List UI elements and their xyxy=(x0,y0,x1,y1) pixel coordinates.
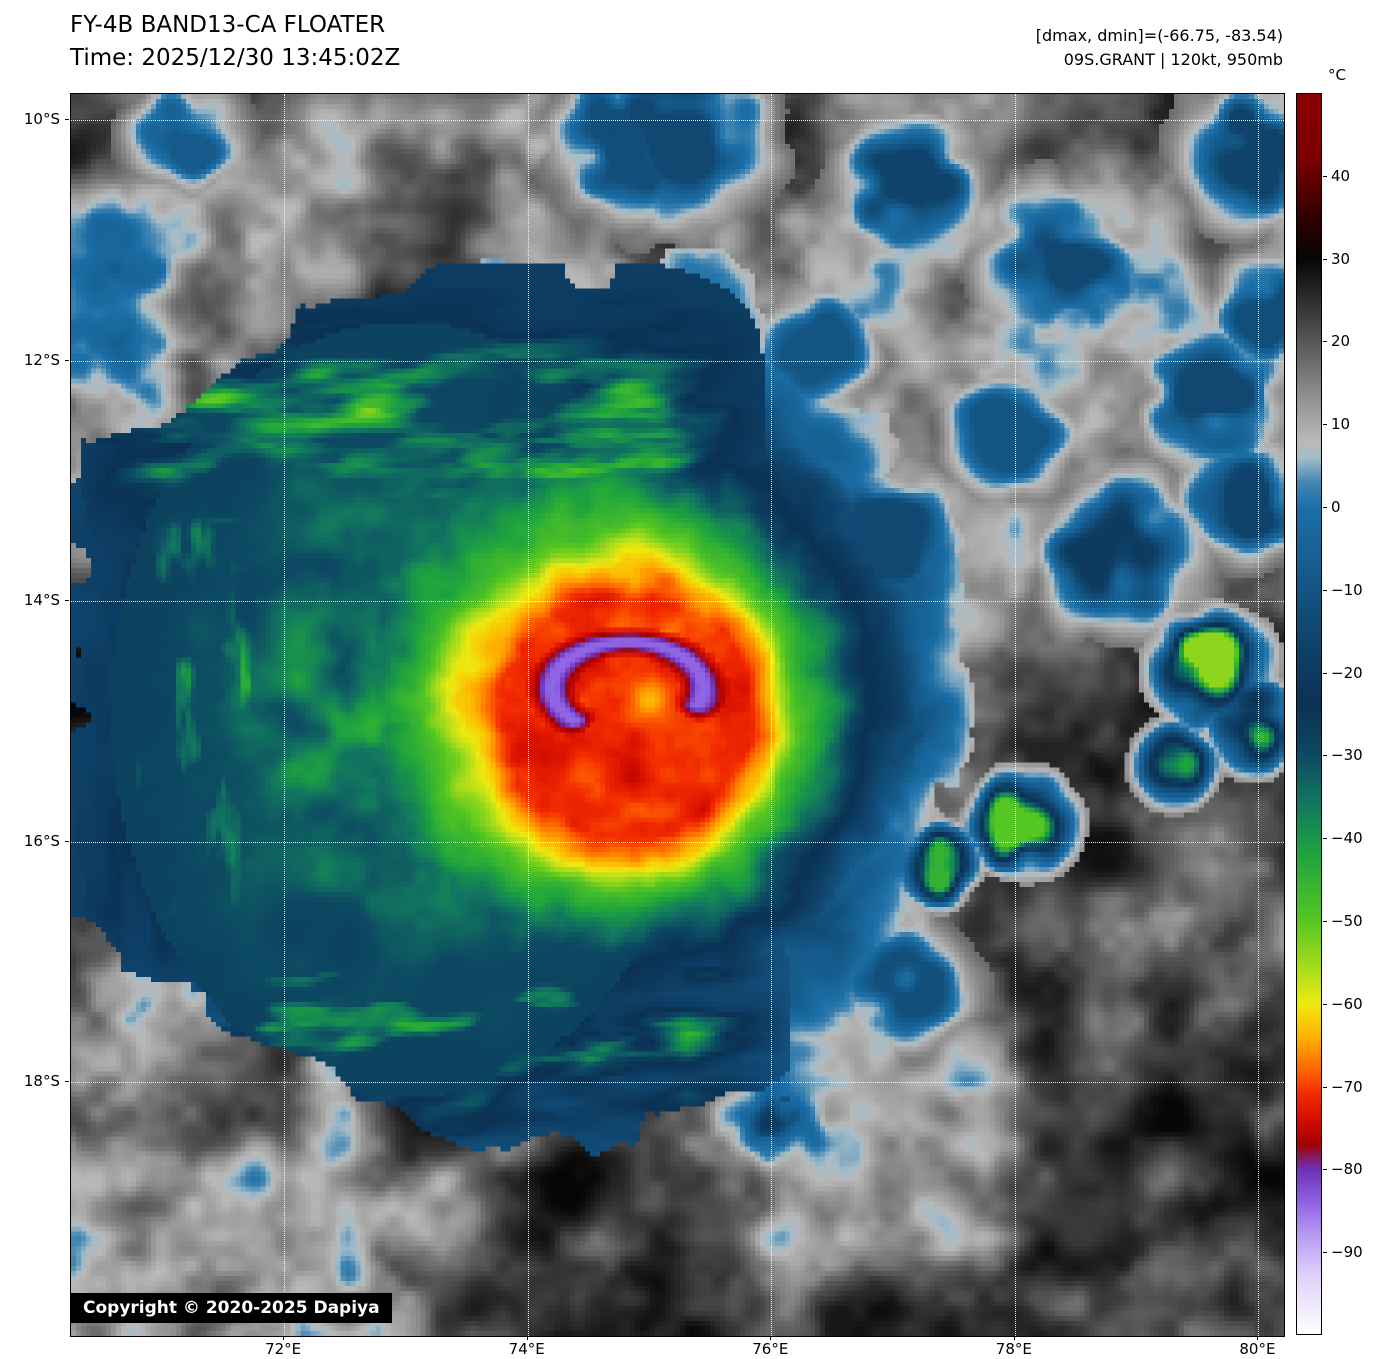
copyright-badge: Copyright © 2020-2025 Dapiya xyxy=(71,1293,392,1323)
map-axes: Copyright © 2020-2025 Dapiya 72°E 74°E 76°… xyxy=(24,93,1285,1358)
colorbar-tick-label: −20 xyxy=(1331,663,1363,682)
axis-tick xyxy=(65,1081,69,1083)
colorbar-tick xyxy=(1323,838,1327,840)
page-title: FY-4B BAND13-CA FLOATER xyxy=(70,12,386,38)
axis-tick xyxy=(65,359,69,361)
header-readouts: [dmax, dmin]=(-66.75, -83.54) 09S.GRANT … xyxy=(1036,24,1283,72)
colorbar-tick xyxy=(1323,672,1327,674)
colorbar-tick-label: −80 xyxy=(1331,1160,1363,1179)
lon-tick-label: 80°E xyxy=(1239,1340,1276,1358)
colorbar-tick-label: −40 xyxy=(1331,829,1363,848)
colorbar-tick-label: 40 xyxy=(1331,166,1351,185)
colorbar-tick xyxy=(1323,258,1327,260)
lat-tick-label: 18°S xyxy=(23,1072,60,1091)
axis-tick xyxy=(65,119,69,121)
colorbar-tick xyxy=(1323,1086,1327,1088)
lon-tick-label: 78°E xyxy=(995,1340,1032,1358)
axis-tick xyxy=(65,840,69,842)
colorbar-tick-label: −10 xyxy=(1331,580,1363,599)
lat-tick-label: 14°S xyxy=(23,591,60,610)
colorbar-tick xyxy=(1323,424,1327,426)
colorbar-tick-label: −70 xyxy=(1331,1077,1363,1096)
colorbar-tick-label: 20 xyxy=(1331,332,1351,351)
dmax-dmin-readout: [dmax, dmin]=(-66.75, -83.54) xyxy=(1035,26,1283,45)
colorbar-tick xyxy=(1323,755,1327,757)
lat-tick-label: 16°S xyxy=(23,831,60,850)
lon-tick-label: 76°E xyxy=(752,1340,789,1358)
colorbar-tick-label: −30 xyxy=(1331,746,1363,765)
colorbar-tick xyxy=(1323,589,1327,591)
lat-tick-label: 12°S xyxy=(23,350,60,369)
colorbar-tick-label: −50 xyxy=(1331,912,1363,930)
timestamp: Time: 2025/12/30 13:45:02Z xyxy=(70,45,401,71)
satellite-map: Copyright © 2020-2025 Dapiya xyxy=(70,93,1285,1337)
colorbar-tick-label: −60 xyxy=(1331,994,1363,1013)
lon-tick-label: 72°E xyxy=(265,1340,302,1358)
colorbar-tick xyxy=(1323,921,1327,922)
colorbar-tick-label: 0 xyxy=(1331,498,1341,516)
colorbar-tick xyxy=(1323,507,1327,508)
storm-info: 09S.GRANT | 120kt, 950mb xyxy=(1063,50,1283,69)
colorbar-unit: °C xyxy=(1328,66,1346,84)
colorbar-tick xyxy=(1323,1169,1327,1171)
colorbar-tick-label: 30 xyxy=(1331,249,1351,268)
colorbar-tick-label: 10 xyxy=(1331,415,1351,434)
axis-tick xyxy=(65,600,69,602)
colorbar-tick xyxy=(1323,341,1327,343)
colorbar-tick-label: −90 xyxy=(1331,1243,1363,1262)
lat-tick-label: 10°S xyxy=(23,110,60,129)
colorbar-tick xyxy=(1323,1003,1327,1005)
colorbar-gradient xyxy=(1296,93,1322,1335)
satellite-ir-image xyxy=(71,94,1284,1336)
lon-tick-label: 74°E xyxy=(508,1340,545,1358)
colorbar: °C 40 30 20 10 0 −10 −20 −30 −40 −50 −60 −70 −80 −90 xyxy=(1296,66,1363,1335)
colorbar-tick xyxy=(1323,175,1327,177)
colorbar-tick xyxy=(1323,1252,1327,1254)
